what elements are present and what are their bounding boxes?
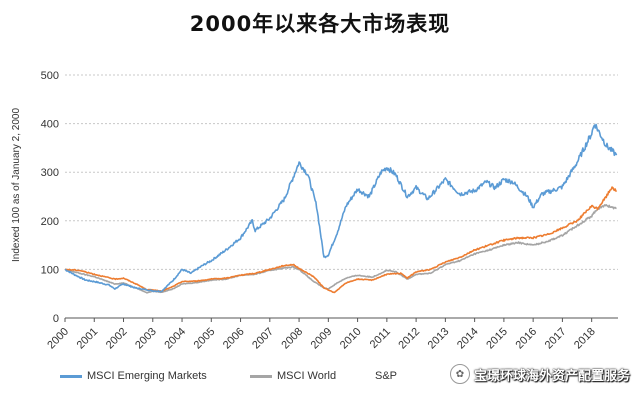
x-tick-label: 2002: [104, 326, 130, 352]
y-tick-label: 200: [41, 216, 59, 228]
y-tick-label: 0: [53, 313, 59, 325]
x-tick-label: 2018: [572, 326, 598, 352]
legend-label-world: MSCI World: [277, 370, 337, 382]
x-tick-label: 2009: [309, 326, 335, 352]
x-tick-label: 2012: [396, 326, 422, 352]
x-tick-label: 2015: [484, 326, 510, 352]
x-tick-label: 2005: [192, 326, 218, 352]
x-tick-label: 2013: [426, 326, 452, 352]
watermark-text: 宝璟环球海外资产配置服务: [473, 368, 630, 384]
x-tick-label: 2000: [45, 326, 71, 352]
x-tick-label: 2008: [279, 326, 305, 352]
x-tick-label: 2004: [162, 326, 188, 352]
legend-item-emerging: MSCI Emerging Markets: [60, 365, 207, 387]
y-tick-label: 100: [41, 264, 59, 276]
series-line-sp500: [64, 186, 618, 294]
chart-title: 2000年以来各大市场表现: [189, 12, 451, 36]
chart-legend: MSCI Emerging Markets MSCI World S&P 500: [60, 365, 630, 387]
x-tick-label: 2007: [250, 326, 276, 352]
legend-label-emerging: MSCI Emerging Markets: [87, 370, 207, 382]
legend-item-sp500: S&P 500: [370, 365, 398, 387]
axis-layer: 0 100 200 300 400 500 2000 2001 2002 2003 2004 2005…: [41, 70, 618, 351]
x-tick-label: 2017: [543, 326, 569, 352]
legend-label-sp500: S&P 500: [375, 370, 398, 382]
grid-layer: [65, 74, 618, 270]
legend-swatch-emerging: [60, 374, 82, 378]
y-tick-label: 400: [41, 119, 59, 131]
y-tick-label: 300: [41, 167, 59, 179]
legend-swatch-world: [250, 374, 272, 378]
x-tick-label: 2016: [513, 326, 539, 352]
x-tick-label: 2003: [133, 326, 159, 352]
y-tick-label: 500: [41, 70, 59, 82]
series-line-msci-em: [64, 123, 618, 293]
wechat-icon: ✿: [449, 364, 470, 384]
x-tick-label: 2006: [221, 326, 247, 352]
y-axis-title: Indexed 100 as of January 2, 2000: [11, 108, 22, 262]
x-tick-label: 2011: [368, 326, 393, 351]
x-tick-label: 2014: [455, 326, 481, 352]
series-line-msci-world: [64, 204, 617, 294]
series-layer: [64, 123, 618, 294]
x-tick-label: 2001: [75, 326, 101, 352]
legend-item-world: MSCI World: [250, 365, 336, 387]
x-tick-label: 2010: [338, 326, 364, 352]
watermark: ✿ 宝璟环球海外资产配置服务: [449, 362, 630, 386]
